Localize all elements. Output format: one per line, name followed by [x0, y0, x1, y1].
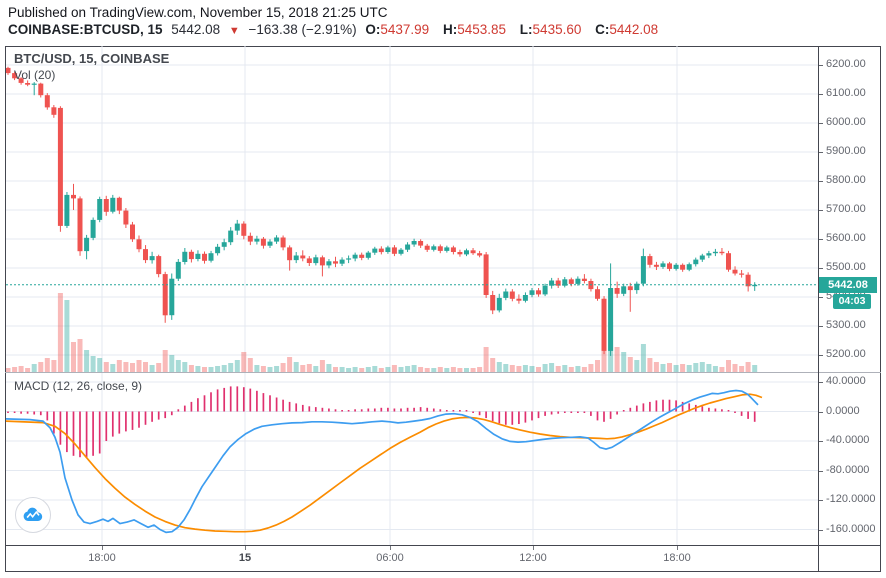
- price-axis-label: 5500.00: [826, 261, 866, 273]
- quote-line: COINBASE:BTCUSD, 15 5442.08 ▼ −163.38 (−…: [8, 22, 668, 37]
- macd-axis-label: -160.0000: [826, 522, 876, 535]
- volume-indicator-label: Vol (20): [14, 68, 56, 82]
- down-triangle-icon: ▼: [228, 25, 240, 37]
- bar-countdown: 04:03: [833, 294, 871, 309]
- time-axis-label: 18:00: [663, 552, 691, 564]
- last-price-tag: 5442.08: [819, 277, 877, 293]
- tradingview-logo[interactable]: [15, 497, 51, 533]
- price-axis-label: 5300.00: [826, 319, 866, 331]
- time-axis-tick: [245, 546, 246, 550]
- price-axis-tick: [819, 94, 823, 95]
- macd-axis-label: -40.0000: [826, 434, 870, 446]
- macd-axis-label: 40.0000: [826, 375, 866, 387]
- macd-axis-label: 0.0000: [826, 404, 860, 417]
- price-axis-tick: [819, 239, 823, 240]
- macd-axis-tick: [819, 470, 823, 472]
- price-axis-tick: [819, 181, 823, 182]
- time-axis-label: 12:00: [519, 552, 547, 564]
- price-axis-tick: [819, 297, 823, 298]
- macd-axis-tick: [819, 382, 823, 383]
- price-axis-label: 5800.00: [826, 174, 866, 186]
- macd-axis-tick: [819, 411, 823, 413]
- price-pane-canvas[interactable]: [6, 46, 818, 372]
- macd-axis-tick: [819, 500, 823, 501]
- cloud-chart-icon: [23, 507, 43, 521]
- price-axis-label: 6200.00: [826, 58, 866, 70]
- time-axis-tick: [677, 546, 678, 550]
- price-axis-separator: [818, 46, 819, 571]
- ohlc-close: C:5442.08: [595, 22, 659, 37]
- macd-pane-canvas[interactable]: [6, 373, 818, 545]
- ohlc-high: H:5453.85: [442, 22, 507, 37]
- macd-axis-tick: [819, 529, 823, 531]
- symbol-interval: COINBASE:BTCUSD, 15: [8, 22, 163, 37]
- macd-axis-label: -80.0000: [826, 463, 870, 476]
- chart-frame: [5, 46, 881, 572]
- price-axis-tick: [819, 355, 823, 356]
- time-axis-label: 06:00: [376, 552, 404, 564]
- price-axis-label: 5900.00: [826, 145, 866, 157]
- pane-separator[interactable]: [5, 372, 881, 373]
- price-axis-label: 6000.00: [826, 116, 866, 128]
- price-axis-tick: [819, 326, 823, 327]
- price-axis-tick: [819, 65, 823, 66]
- time-axis-tick: [102, 546, 103, 550]
- macd-axis-tick: [819, 441, 823, 442]
- time-axis-tick: [390, 546, 391, 550]
- time-axis-tick: [533, 546, 534, 550]
- price-axis-tick: [819, 210, 823, 211]
- time-axis-label: 15: [238, 552, 252, 564]
- time-axis-label: 18:00: [88, 552, 116, 564]
- price-change: −163.38 (−2.91%): [248, 22, 357, 37]
- price-axis-label: 5700.00: [826, 203, 866, 215]
- time-axis-separator: [5, 545, 881, 546]
- published-line: Published on TradingView.com, November 1…: [8, 5, 388, 20]
- ohlc-low: L:5435.60: [519, 22, 582, 37]
- macd-indicator-label: MACD (12, 26, close, 9): [14, 379, 143, 393]
- price-axis-tick: [819, 268, 823, 269]
- price-pane-title: BTC/USD, 15, COINBASE: [14, 51, 170, 66]
- ohlc-open: O:5437.99: [365, 22, 430, 37]
- price-axis-label: 5600.00: [826, 232, 866, 244]
- price-axis-label: 5200.00: [826, 348, 866, 360]
- price-axis-label: 6100.00: [826, 87, 866, 99]
- last-price: 5442.08: [171, 22, 221, 37]
- price-axis-tick: [819, 123, 823, 124]
- macd-axis-label: -120.0000: [826, 493, 876, 505]
- price-axis-tick: [819, 152, 823, 153]
